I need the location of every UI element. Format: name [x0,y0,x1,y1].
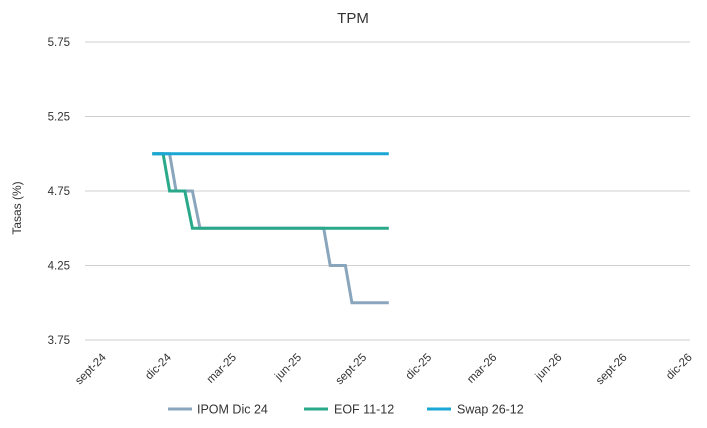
x-tick-label: jun-25 [272,352,304,384]
y-tick-label: 5.75 [48,37,70,49]
x-tick-label: dic-24 [143,351,174,382]
series-lines [152,152,389,305]
x-tick-labels: sept-24 dic-24 mar-25 jun-25 sept-25 dic-25 ma… [73,351,695,387]
legend-item: EOF 11-12 [304,403,394,417]
legend-item: Swap 26-12 [427,403,524,417]
legend: IPOM Dic 24 EOF 11-12 Swap 26-12 [168,403,524,417]
x-tick-label: mar-25 [205,352,239,386]
x-tick-label: dic-25 [404,352,435,383]
legend-label: EOF 11-12 [334,403,394,417]
y-tick-label: 4.25 [48,261,70,273]
chart-title: TPM [337,10,369,27]
y-tick-label: 4.75 [48,186,70,198]
legend-label: IPOM Dic 24 [197,403,268,417]
legend-label: Swap 26-12 [457,403,524,417]
x-tick-label: sept-24 [73,351,109,387]
legend-item: IPOM Dic 24 [168,403,268,417]
x-tick-label: sept-26 [594,352,630,388]
y-tick-label: 3.75 [48,335,70,347]
x-tick-label: jun-26 [533,352,565,384]
y-axis-label: Tasas (%) [10,181,24,234]
y-tick-label: 5.25 [48,112,70,124]
x-tick-label: sept-25 [334,352,370,388]
x-tick-label: dic-26 [664,352,695,383]
y-tick-labels: 3.75 4.25 4.75 5.25 5.75 [48,37,70,347]
x-tick-label: mar-26 [465,352,499,386]
